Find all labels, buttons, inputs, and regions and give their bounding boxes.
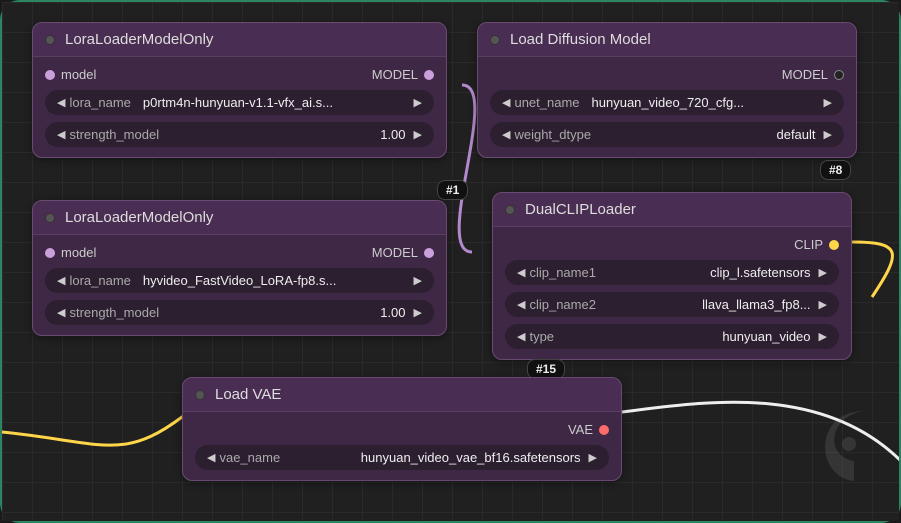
arrow-left-icon[interactable]: ◀ [498,96,514,109]
widget-label: lora_name [69,273,130,288]
output-port-vae[interactable] [599,425,609,435]
widget-value: hunyuan_video [566,329,810,344]
arrow-left-icon[interactable]: ◀ [513,330,529,343]
arrow-right-icon[interactable]: ▶ [585,451,601,464]
node-header[interactable]: LoraLoaderModelOnly [33,23,446,57]
node-title: DualCLIPLoader [525,201,636,218]
arrow-right-icon[interactable]: ▶ [820,128,836,141]
widget-value: hunyuan_video_vae_bf16.safetensors [292,450,580,465]
widget-label: strength_model [69,127,159,142]
watermark-icon [814,406,884,486]
node-load-diffusion-model[interactable]: Load Diffusion Model MODEL ◀ unet_name h… [477,22,857,158]
widget-weight-dtype[interactable]: ◀ weight_dtype default ▶ [490,122,844,147]
output-port-model[interactable] [834,70,844,80]
node-title: LoraLoaderModelOnly [65,31,213,48]
widget-label: unet_name [514,95,579,110]
arrow-right-icon[interactable]: ▶ [815,298,831,311]
node-header[interactable]: DualCLIPLoader [493,193,851,227]
node-header[interactable]: Load VAE [183,378,621,412]
output-port-model[interactable] [424,70,434,80]
arrow-right-icon[interactable]: ▶ [820,96,836,109]
node-title: LoraLoaderModelOnly [65,209,213,226]
widget-value: llava_llama3_fp8... [608,297,811,312]
arrow-right-icon[interactable]: ▶ [410,96,426,109]
widget-clip-name2[interactable]: ◀ clip_name2 llava_llama3_fp8... ▶ [505,292,839,317]
arrow-left-icon[interactable]: ◀ [203,451,219,464]
arrow-right-icon[interactable]: ▶ [410,306,426,319]
widget-label: vae_name [219,450,280,465]
widget-label: lora_name [69,95,130,110]
output-label: CLIP [794,237,823,252]
node-title: Load Diffusion Model [510,31,651,48]
arrow-left-icon[interactable]: ◀ [513,298,529,311]
node-body: CLIP ◀ clip_name1 clip_l.safetensors ▶ ◀… [493,227,851,359]
collapse-dot-icon[interactable] [490,35,500,45]
collapse-dot-icon[interactable] [45,213,55,223]
input-port-model[interactable] [45,248,55,258]
arrow-right-icon[interactable]: ▶ [410,128,426,141]
node-body: VAE ◀ vae_name hunyuan_video_vae_bf16.sa… [183,412,621,480]
node-id-badge: #1 [437,180,468,200]
output-label: MODEL [372,67,418,82]
arrow-left-icon[interactable]: ◀ [513,266,529,279]
widget-value: hyvideo_FastVideo_LoRA-fp8.s... [143,273,406,288]
output-label: VAE [568,422,593,437]
input-port-model[interactable] [45,70,55,80]
arrow-left-icon[interactable]: ◀ [53,96,69,109]
widget-lora-name[interactable]: ◀ lora_name hyvideo_FastVideo_LoRA-fp8.s… [45,268,434,293]
collapse-dot-icon[interactable] [45,35,55,45]
widget-unet-name[interactable]: ◀ unet_name hunyuan_video_720_cfg... ▶ [490,90,844,115]
arrow-left-icon[interactable]: ◀ [498,128,514,141]
widget-clip-name1[interactable]: ◀ clip_name1 clip_l.safetensors ▶ [505,260,839,285]
node-dual-clip-loader[interactable]: DualCLIPLoader CLIP ◀ clip_name1 clip_l.… [492,192,852,360]
widget-strength-model[interactable]: ◀ strength_model 1.00 ▶ [45,122,434,147]
node-header[interactable]: LoraLoaderModelOnly [33,201,446,235]
widget-type[interactable]: ◀ type hunyuan_video ▶ [505,324,839,349]
node-title: Load VAE [215,386,281,403]
arrow-left-icon[interactable]: ◀ [53,128,69,141]
widget-lora-name[interactable]: ◀ lora_name p0rtm4n-hunyuan-v1.1-vfx_ai.… [45,90,434,115]
collapse-dot-icon[interactable] [195,390,205,400]
node-body: model MODEL ◀ lora_name hyvideo_FastVide… [33,235,446,335]
input-label: model [61,67,96,82]
node-body: MODEL ◀ unet_name hunyuan_video_720_cfg.… [478,57,856,157]
node-lora-loader-2[interactable]: LoraLoaderModelOnly model MODEL ◀ lora_n… [32,200,447,336]
widget-value: default [603,127,815,142]
collapse-dot-icon[interactable] [505,205,515,215]
output-label: MODEL [782,67,828,82]
widget-vae-name[interactable]: ◀ vae_name hunyuan_video_vae_bf16.safete… [195,445,609,470]
output-port-clip[interactable] [829,240,839,250]
arrow-left-icon[interactable]: ◀ [53,274,69,287]
widget-label: weight_dtype [514,127,591,142]
node-id-badge: #15 [527,359,565,379]
node-header[interactable]: Load Diffusion Model [478,23,856,57]
widget-label: clip_name2 [529,297,596,312]
node-lora-loader-1[interactable]: LoraLoaderModelOnly model MODEL ◀ lora_n… [32,22,447,158]
widget-value: 1.00 [171,305,405,320]
widget-value: clip_l.safetensors [608,265,811,280]
widget-value: hunyuan_video_720_cfg... [592,95,816,110]
widget-value: 1.00 [171,127,405,142]
arrow-right-icon[interactable]: ▶ [815,266,831,279]
widget-label: type [529,329,554,344]
node-load-vae[interactable]: Load VAE VAE ◀ vae_name hunyuan_video_va… [182,377,622,481]
input-label: model [61,245,96,260]
arrow-left-icon[interactable]: ◀ [53,306,69,319]
output-port-model[interactable] [424,248,434,258]
node-id-badge: #8 [820,160,851,180]
output-label: MODEL [372,245,418,260]
widget-value: p0rtm4n-hunyuan-v1.1-vfx_ai.s... [143,95,406,110]
widget-strength-model[interactable]: ◀ strength_model 1.00 ▶ [45,300,434,325]
arrow-right-icon[interactable]: ▶ [410,274,426,287]
arrow-right-icon[interactable]: ▶ [815,330,831,343]
node-body: model MODEL ◀ lora_name p0rtm4n-hunyuan-… [33,57,446,157]
widget-label: clip_name1 [529,265,596,280]
widget-label: strength_model [69,305,159,320]
